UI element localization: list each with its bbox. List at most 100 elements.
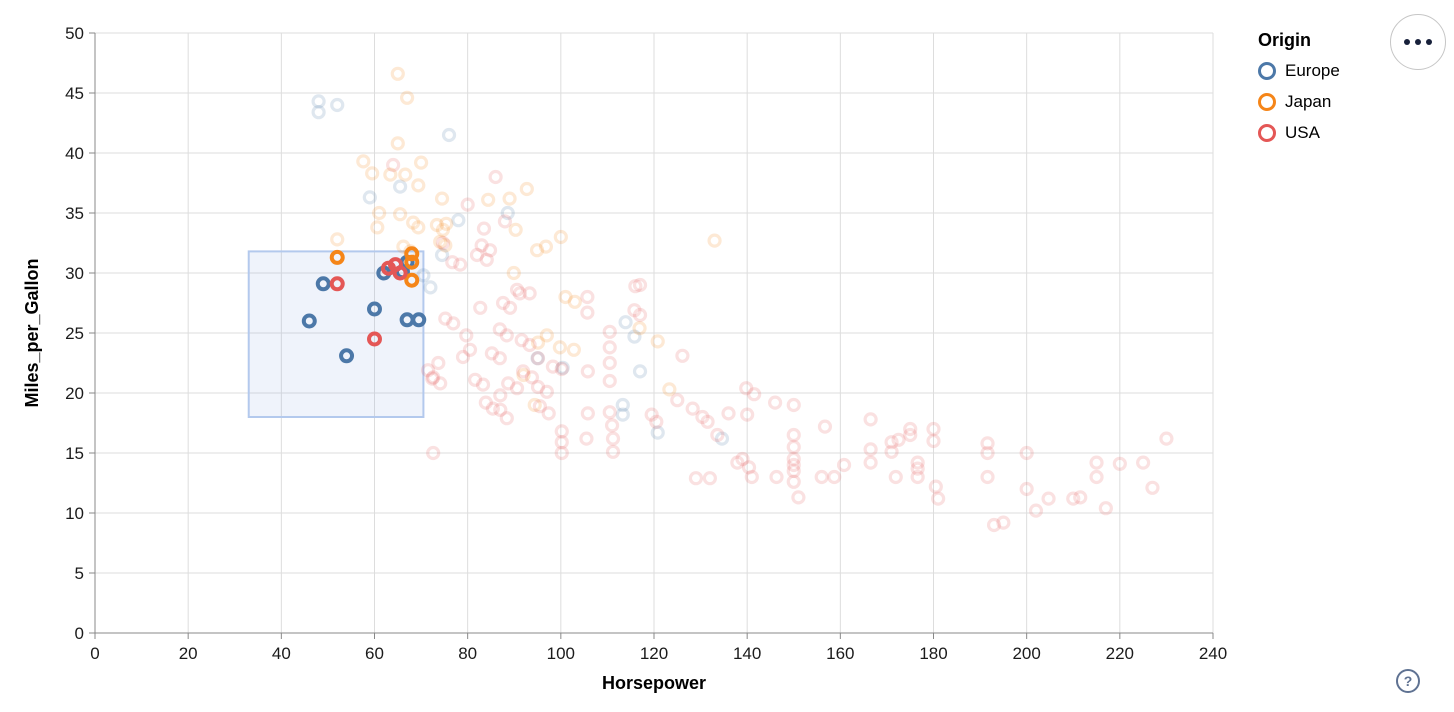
data-point-usa	[685, 401, 700, 416]
data-point-usa	[579, 431, 594, 446]
data-point-usa	[1136, 455, 1151, 470]
data-point-usa	[488, 169, 503, 185]
data-point-usa	[522, 286, 537, 301]
data-point-usa	[910, 461, 925, 476]
y-tick-label: 50	[65, 24, 84, 43]
data-point-usa	[499, 328, 514, 343]
data-point-usa	[530, 351, 546, 366]
data-point-usa	[580, 364, 595, 379]
data-point-usa	[514, 333, 529, 348]
legend-item-japan: Japan	[1258, 92, 1388, 112]
data-point-usa	[786, 451, 801, 467]
y-tick-label: 10	[65, 504, 84, 523]
data-point-usa	[786, 457, 801, 473]
help-button[interactable]: ?	[1396, 669, 1420, 693]
data-point-europe	[618, 315, 633, 330]
data-point-usa	[1112, 456, 1127, 471]
selected-data-point-europe	[367, 301, 382, 317]
data-point-usa	[980, 469, 995, 485]
y-tick-label: 25	[65, 324, 84, 343]
selected-data-point-europe	[301, 313, 317, 329]
selected-data-point-japan	[404, 246, 420, 262]
data-point-usa	[627, 303, 642, 318]
more-options-icon	[1404, 39, 1432, 45]
data-point-japan	[506, 265, 521, 281]
data-point-usa	[493, 402, 508, 417]
data-point-japan	[434, 191, 450, 206]
data-point-usa	[482, 243, 498, 258]
data-point-japan	[662, 382, 677, 397]
x-tick-label: 240	[1199, 644, 1227, 663]
data-point-japan	[529, 243, 545, 258]
data-point-usa	[545, 359, 561, 374]
data-point-usa	[460, 197, 475, 212]
data-point-japan	[516, 367, 531, 383]
data-point-japan	[400, 90, 415, 105]
data-point-usa	[605, 444, 621, 459]
data-point-usa	[786, 463, 801, 479]
y-tick-label: 40	[65, 144, 84, 163]
data-point-usa	[604, 418, 620, 433]
selected-data-point-japan	[329, 249, 345, 265]
y-tick-label: 20	[65, 384, 84, 403]
data-point-japan	[527, 397, 542, 413]
question-mark-icon: ?	[1403, 673, 1413, 689]
data-point-usa	[495, 295, 511, 311]
data-point-usa	[554, 445, 569, 461]
selected-data-point-europe	[411, 312, 427, 328]
x-tick-label: 160	[826, 644, 854, 663]
data-point-usa	[817, 419, 833, 434]
data-point-usa	[1089, 469, 1104, 485]
data-point-usa	[492, 322, 507, 337]
selected-data-point-europe	[339, 348, 355, 364]
data-point-usa	[446, 316, 461, 331]
data-point-usa	[473, 300, 488, 315]
data-point-usa	[602, 373, 617, 389]
data-point-japan	[566, 342, 581, 357]
data-point-usa	[836, 457, 852, 473]
data-point-usa	[786, 427, 801, 443]
data-point-usa	[438, 311, 453, 326]
data-point-usa	[688, 471, 704, 486]
data-point-japan	[707, 233, 722, 248]
data-point-usa	[554, 424, 569, 439]
data-point-japan	[439, 216, 454, 231]
data-point-europe	[330, 97, 345, 113]
data-point-usa	[628, 279, 643, 294]
x-tick-label: 0	[90, 644, 99, 663]
data-point-usa	[1159, 431, 1174, 446]
y-tick-label: 35	[65, 204, 84, 223]
data-point-japan	[650, 334, 665, 349]
selected-data-point-usa	[367, 331, 382, 347]
data-point-usa	[791, 490, 806, 505]
data-point-usa	[386, 157, 401, 173]
data-point-usa	[747, 387, 762, 402]
data-point-usa	[1098, 501, 1113, 516]
data-point-usa	[532, 399, 547, 414]
data-point-usa	[605, 431, 621, 446]
x-tick-label: 80	[458, 644, 477, 663]
data-point-usa	[492, 351, 507, 366]
data-point-usa	[980, 445, 995, 461]
data-point-usa	[675, 348, 690, 363]
selected-data-point-europe	[315, 276, 331, 292]
data-point-japan	[393, 207, 408, 222]
x-tick-label: 220	[1106, 644, 1134, 663]
data-point-japan	[429, 217, 445, 233]
data-point-usa	[445, 255, 460, 270]
data-point-usa	[462, 342, 478, 357]
data-point-usa	[926, 433, 941, 449]
data-point-japan	[632, 321, 647, 336]
data-point-usa	[426, 370, 441, 385]
data-point-usa	[710, 427, 725, 443]
data-point-usa	[602, 340, 617, 355]
data-point-usa	[1066, 491, 1081, 506]
data-point-usa	[509, 381, 525, 396]
data-point-usa	[632, 307, 648, 323]
selected-data-point-japan	[404, 254, 420, 270]
data-point-usa	[435, 235, 451, 251]
data-point-usa	[741, 460, 757, 475]
more-options-button[interactable]	[1390, 14, 1446, 70]
